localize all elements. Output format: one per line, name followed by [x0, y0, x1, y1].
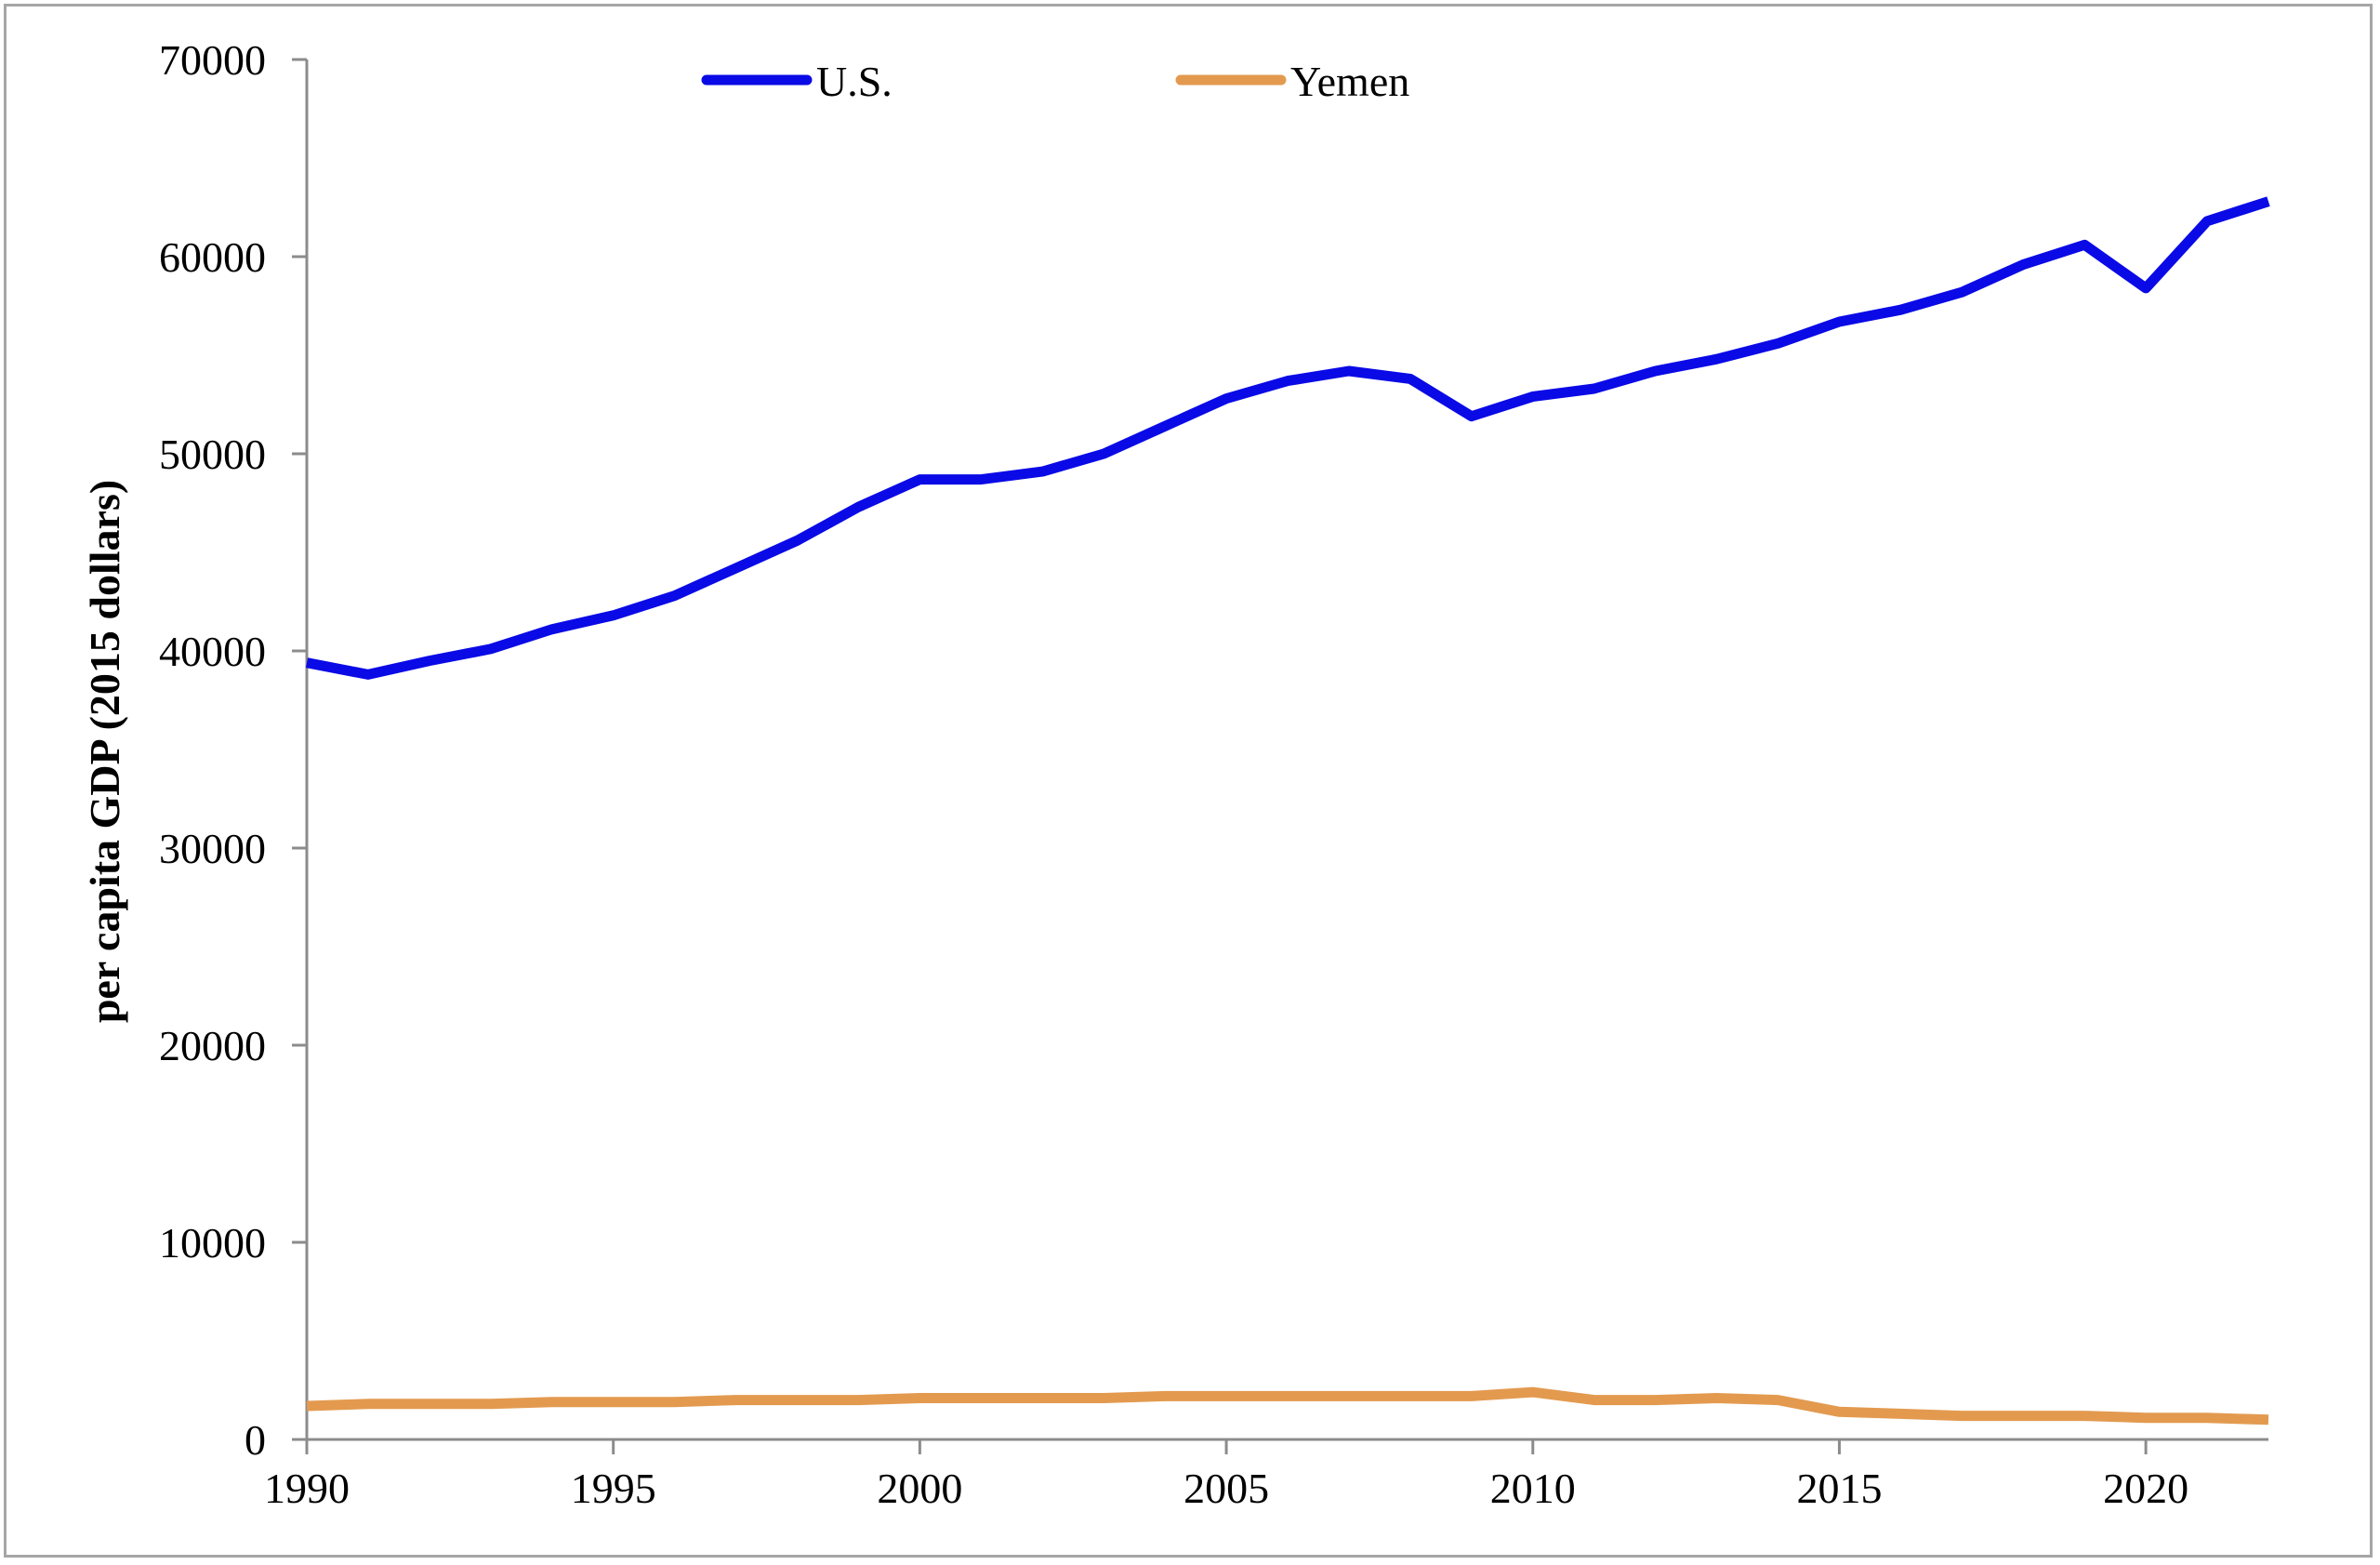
y-tick-label: 0	[245, 1416, 266, 1464]
series-line-u-s	[305, 196, 2270, 680]
y-tick-label: 30000	[159, 825, 266, 872]
x-tick-label: 2005	[1183, 1465, 1269, 1512]
y-tick-label: 10000	[159, 1219, 266, 1267]
x-tick-label: 1995	[571, 1465, 656, 1512]
y-tick-label: 60000	[159, 233, 266, 281]
legend-label: Yemen	[1290, 58, 1409, 105]
y-tick-label: 50000	[159, 431, 266, 478]
y-tick-label: 20000	[159, 1022, 266, 1069]
x-axis-ticks: 1990 1995 2000 2005 2010 2015 2020	[264, 1439, 2188, 1512]
x-tick-label: 2000	[877, 1465, 962, 1512]
y-axis-title: per capita GDP (2015 dollars)	[81, 480, 128, 1023]
series-lines	[305, 196, 2270, 1426]
y-axis-ticks: 0 10000 20000 30000 40000 50000 60000 70000	[159, 36, 307, 1464]
x-tick-label: 1990	[264, 1465, 350, 1512]
legend-label: U.S.	[816, 58, 892, 105]
y-tick-label: 70000	[159, 36, 266, 84]
series-line-yemen	[306, 1386, 2269, 1426]
y-tick-label: 40000	[159, 628, 266, 675]
chart-frame	[4, 4, 2373, 1558]
axes	[305, 60, 2268, 1441]
legend: U.S. Yemen	[701, 58, 1409, 105]
x-tick-label: 2015	[1796, 1465, 1882, 1512]
x-tick-label: 2010	[1490, 1465, 1576, 1512]
x-tick-label: 2020	[2103, 1465, 2188, 1512]
